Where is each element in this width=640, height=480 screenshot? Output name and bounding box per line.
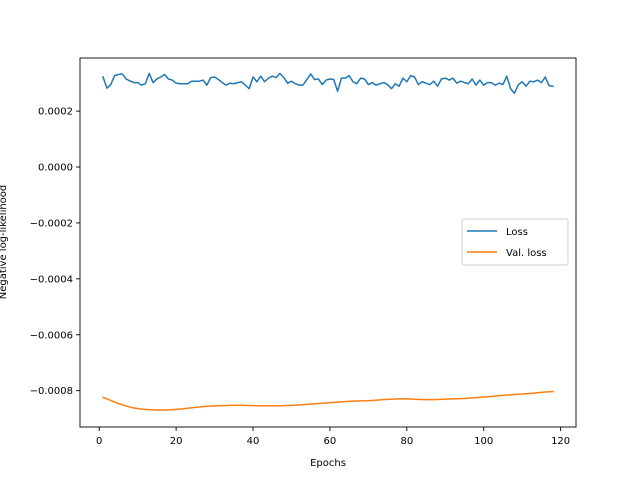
series-line-val-loss xyxy=(102,390,554,411)
y-tick-label: −0.0006 xyxy=(30,330,73,341)
y-tick-label: −0.0002 xyxy=(30,218,73,229)
x-tick-label: 100 xyxy=(474,436,493,447)
x-tick-label: 40 xyxy=(247,436,260,447)
y-tick-label: 0.0000 xyxy=(38,163,73,174)
series-layer xyxy=(102,72,554,411)
x-tick-label: 20 xyxy=(170,436,183,447)
x-axis-label: Epochs xyxy=(310,458,346,469)
legend-label-val-loss: Val. loss xyxy=(506,248,547,259)
x-tick-label: 120 xyxy=(551,436,570,447)
plot-frame xyxy=(79,57,577,428)
x-tick-label: 60 xyxy=(324,436,337,447)
y-axis-label: Negative log-likelihood xyxy=(0,185,9,300)
y-tick-label: 0.0002 xyxy=(38,107,73,118)
y-tick-label: −0.0008 xyxy=(30,386,73,397)
legend: Loss Val. loss xyxy=(461,218,569,266)
x-tick-label: 0 xyxy=(96,436,102,447)
series-line-loss xyxy=(102,72,554,94)
x-axis: 0 20 40 60 80 100 120 xyxy=(96,427,570,447)
y-tick-label: −0.0004 xyxy=(30,274,73,285)
y-axis: 0.0002 0.0000 −0.0002 −0.0004 −0.0006 −0.0008 xyxy=(30,107,80,397)
legend-label-loss: Loss xyxy=(506,227,528,238)
x-tick-label: 80 xyxy=(400,436,413,447)
